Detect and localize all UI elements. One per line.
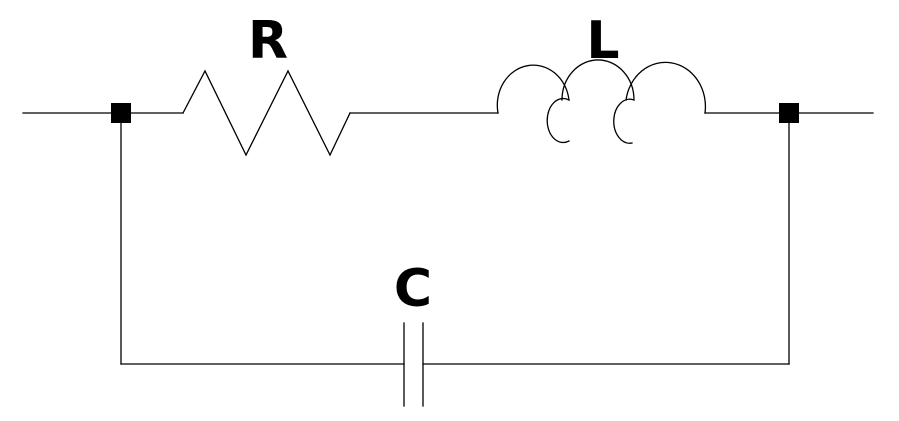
inductor-coil-3 <box>625 61 707 114</box>
resistor-symbol <box>182 69 351 157</box>
inductor-coil-2 <box>561 59 635 144</box>
capacitor-symbol <box>403 322 424 407</box>
right-junction-node <box>779 103 799 123</box>
inductor-coil-1 <box>496 64 570 144</box>
left-junction-node <box>111 103 131 123</box>
inductor-label: L <box>586 11 619 71</box>
resistor-label: R <box>248 11 288 71</box>
capacitor-label: C <box>394 259 432 319</box>
inductor-symbol <box>496 59 707 144</box>
